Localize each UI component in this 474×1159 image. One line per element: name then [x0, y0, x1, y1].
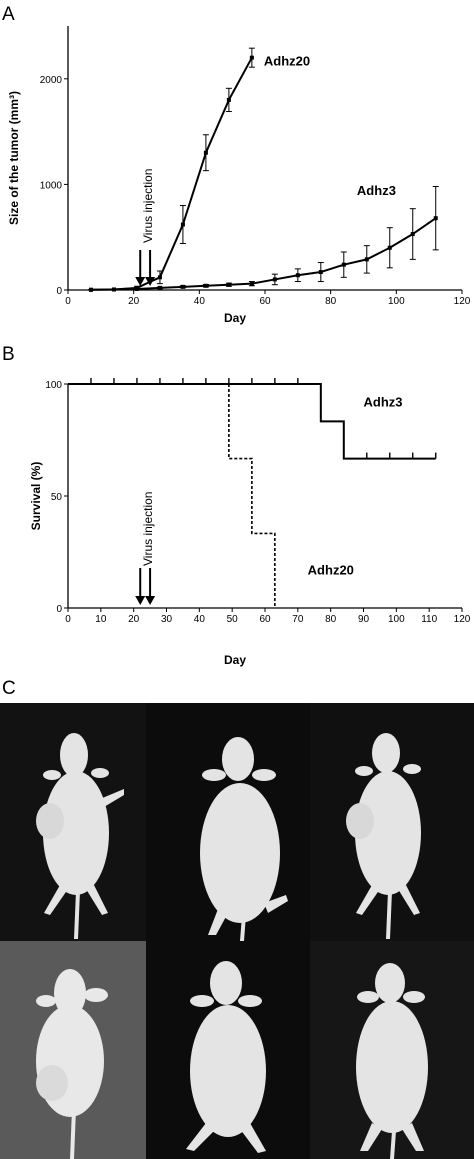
series-line-adhz20: [90, 57, 253, 291]
survival-virus-injection-label: Virus injection: [141, 492, 155, 566]
survival-x-axis-label: Day: [224, 653, 246, 667]
mouse-photo-5: [146, 941, 310, 1159]
data-point: [157, 285, 162, 290]
panel-label-b: B: [2, 344, 15, 365]
data-point: [180, 222, 185, 227]
series-label-adhz20: Adhz20: [264, 54, 310, 69]
data-point: [387, 245, 392, 250]
x-tick-label: 90: [358, 614, 370, 625]
data-point: [272, 277, 277, 282]
y-tick-label: 50: [51, 492, 63, 503]
y-tick-label: 100: [45, 380, 62, 391]
x-tick-label: 20: [128, 296, 140, 307]
virus-injection-label: Virus injection: [141, 169, 155, 243]
survival-chart: 0 10 20 30 40 50 60 70 80 90 100 110 120 0 50 100 Day S…: [29, 378, 471, 667]
data-point: [249, 281, 254, 286]
data-point: [203, 150, 208, 155]
x-tick-label: 60: [259, 296, 271, 307]
x-tick-label: 20: [128, 614, 140, 625]
data-point: [318, 270, 323, 275]
injection-arrow-head: [145, 277, 156, 286]
data-point: [341, 262, 346, 267]
survival-axes: 0 10 20 30 40 50 60 70 80 90 100 110 120 0 50 100: [45, 380, 470, 625]
x-tick-label: 40: [194, 296, 206, 307]
mouse-photo-6: [310, 941, 474, 1159]
data-point: [88, 287, 93, 292]
y-tick-label: 2000: [40, 75, 63, 86]
x-tick-label: 50: [227, 614, 239, 625]
data-point: [134, 286, 139, 291]
x-tick-label: 0: [65, 614, 71, 625]
x-tick-label: 80: [325, 614, 337, 625]
data-point: [364, 257, 369, 262]
x-tick-label: 120: [454, 296, 471, 307]
injection-arrow-head: [135, 277, 146, 286]
mouse-photo-4: [0, 941, 146, 1159]
mouse-photo-3: [310, 703, 474, 941]
survival-line-adhz3: [68, 383, 436, 460]
panel-label-a: A: [2, 4, 15, 25]
survival-marks: [68, 378, 437, 608]
tumor-size-axes: 0 20 40 60 80 100 120 0 1000 2000: [40, 26, 471, 307]
mouse-photo-panel: [0, 703, 474, 1159]
mouse-photo-2: [146, 703, 310, 941]
tumor-size-chart: 0 20 40 60 80 100 120 0 1000 2000 Day Size of the…: [7, 26, 471, 325]
x-tick-label: 10: [95, 614, 107, 625]
x-tick-label: 30: [161, 614, 173, 625]
x-tick-label: 110: [421, 614, 437, 625]
tumor-size-marks: [87, 47, 439, 292]
series-label-adhz3: Adhz3: [357, 183, 396, 198]
survival-series-label-adhz3: Adhz3: [364, 394, 403, 409]
tumor-size-x-axis-label: Day: [224, 311, 246, 325]
x-tick-label: 70: [292, 614, 304, 625]
data-point: [249, 55, 254, 60]
data-point: [180, 284, 185, 289]
x-tick-label: 60: [259, 614, 271, 625]
survival-line-adhz20: [228, 384, 276, 608]
y-tick-label: 0: [56, 286, 62, 297]
data-point: [203, 283, 208, 288]
y-tick-label: 0: [56, 604, 62, 615]
x-tick-label: 0: [65, 296, 71, 307]
survival-injection-arrow-head: [135, 596, 146, 605]
y-tick-label: 1000: [40, 180, 63, 191]
data-point: [433, 216, 438, 221]
survival-y-axis-label: Survival (%): [29, 462, 43, 531]
x-tick-label: 100: [388, 296, 405, 307]
survival-injection-arrow-head: [145, 596, 156, 605]
survival-series-label-adhz20: Adhz20: [308, 562, 354, 577]
mouse-photo-1: [0, 703, 146, 941]
x-tick-label: 80: [325, 296, 337, 307]
x-tick-label: 120: [454, 614, 471, 625]
series-line-adhz3: [90, 217, 437, 291]
data-point: [226, 97, 231, 102]
data-point: [111, 287, 116, 292]
x-tick-label: 100: [388, 614, 405, 625]
data-point: [226, 282, 231, 287]
tumor-size-y-axis-label: Size of the tumor (mm³): [7, 91, 21, 225]
data-point: [157, 275, 162, 280]
data-point: [295, 273, 300, 278]
x-tick-label: 40: [194, 614, 206, 625]
data-point: [410, 232, 415, 237]
panel-label-c: C: [2, 678, 16, 699]
